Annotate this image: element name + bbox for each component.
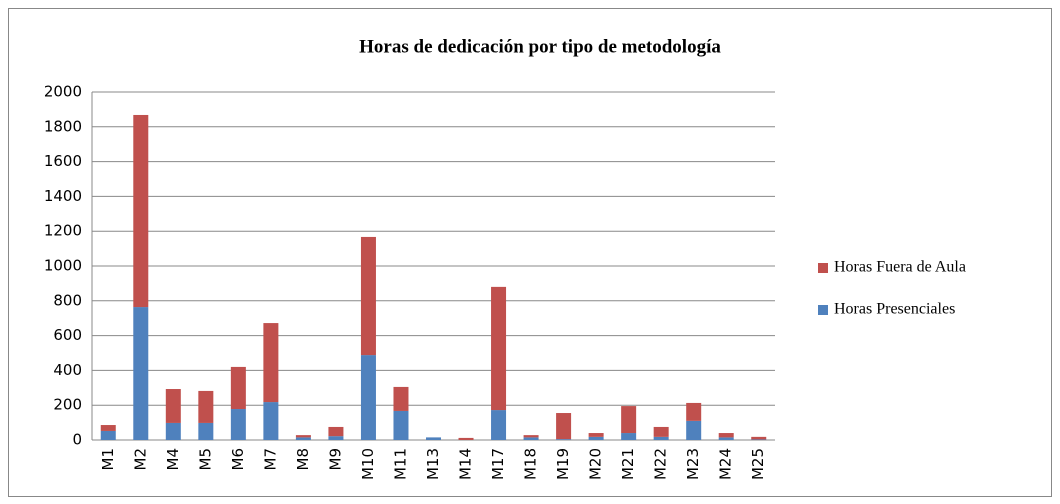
- bar-segment: [263, 323, 279, 403]
- bar-segment: [458, 437, 474, 440]
- bar-segment: [393, 410, 409, 440]
- legend-label: Horas Presenciales: [834, 301, 955, 318]
- y-tick-label: 1200: [44, 222, 82, 240]
- x-tick-label: M6: [229, 448, 247, 471]
- x-tick-label: M18: [522, 448, 540, 480]
- bar-segment: [100, 430, 116, 440]
- legend-label: Horas Fuera de Aula: [834, 259, 966, 276]
- bar-segment: [263, 402, 279, 440]
- y-tick-label: 600: [53, 326, 82, 344]
- bar-segment: [133, 114, 149, 308]
- chart-border: [8, 8, 1052, 497]
- bar-segment: [230, 366, 246, 410]
- x-tick-label: M10: [359, 448, 377, 480]
- x-tick-label: M2: [131, 448, 149, 471]
- bar-segment: [100, 425, 116, 431]
- bar-segment: [360, 355, 376, 440]
- bar-segment: [295, 435, 311, 438]
- bar-segment: [686, 402, 702, 421]
- bar-segment: [621, 406, 637, 434]
- chart-title: Horas de dedicación por tipo de metodolo…: [359, 36, 721, 57]
- x-tick-label: M4: [164, 448, 182, 471]
- x-tick-label: M9: [326, 448, 344, 471]
- bar-segment: [133, 307, 149, 440]
- y-tick-label: 1800: [44, 117, 82, 135]
- bar-segment: [523, 435, 539, 438]
- bar-segment: [556, 413, 572, 440]
- x-tick-label: M11: [391, 448, 409, 480]
- bar-segment: [393, 386, 409, 411]
- bar-segment: [653, 426, 669, 437]
- y-tick-label: 200: [53, 396, 82, 414]
- x-tick-label: M21: [619, 448, 637, 480]
- bar-segment: [165, 422, 181, 440]
- x-tick-label: M7: [261, 448, 279, 471]
- bar-segment: [491, 410, 507, 440]
- y-tick-label: 0: [72, 431, 82, 449]
- bar-segment: [360, 236, 376, 356]
- y-tick-label: 800: [53, 291, 82, 309]
- x-tick-label: M20: [587, 448, 605, 480]
- y-tick-label: 1400: [44, 187, 82, 205]
- x-tick-label: M19: [554, 448, 572, 480]
- legend-swatch: [818, 263, 828, 273]
- x-tick-label: M23: [684, 448, 702, 480]
- x-tick-label: M8: [294, 448, 312, 471]
- y-tick-label: 400: [53, 361, 82, 379]
- bar-segment: [686, 420, 702, 440]
- x-tick-label: M17: [489, 448, 507, 480]
- bar-segment: [328, 426, 344, 437]
- x-tick-label: M5: [196, 448, 214, 471]
- y-tick-label: 1600: [44, 152, 82, 170]
- bar-segment: [718, 433, 734, 438]
- x-tick-label: M25: [749, 448, 767, 480]
- bar-segment: [198, 422, 214, 440]
- bar-segment: [588, 436, 604, 440]
- x-tick-label: M13: [424, 448, 442, 480]
- bar-segment: [523, 437, 539, 440]
- bar-segment: [328, 436, 344, 440]
- bar-segment: [491, 286, 507, 411]
- x-tick-label: M22: [652, 448, 670, 480]
- legend-swatch: [818, 305, 828, 315]
- x-tick-label: M1: [99, 448, 117, 471]
- x-tick-label: M24: [717, 448, 735, 480]
- bar-segment: [588, 433, 604, 437]
- bar-segment: [426, 437, 441, 440]
- bar-segment: [295, 437, 311, 440]
- y-tick-label: 1000: [44, 257, 82, 275]
- bar-segment: [165, 389, 181, 423]
- bar-segment: [621, 433, 637, 440]
- x-tick-label: M14: [457, 448, 475, 480]
- bar-segment: [230, 409, 246, 440]
- bar-segment: [556, 439, 572, 440]
- bar-segment: [198, 390, 214, 423]
- y-tick-label: 2000: [44, 83, 82, 101]
- bar-segment: [718, 437, 734, 440]
- bar-segment: [751, 436, 767, 440]
- bar-segment: [751, 439, 767, 440]
- bar-segment: [653, 436, 669, 440]
